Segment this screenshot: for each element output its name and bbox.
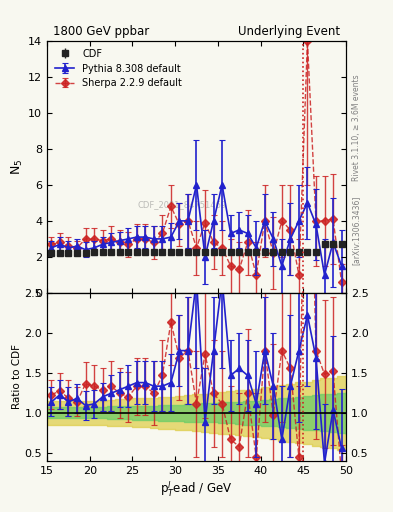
X-axis label: p$_T^l$ead / GeV: p$_T^l$ead / GeV [160,480,233,499]
Text: Rivet 3.1.10, ≥ 3.6M events: Rivet 3.1.10, ≥ 3.6M events [352,75,361,181]
Y-axis label: N$_5$: N$_5$ [10,159,26,175]
Y-axis label: Ratio to CDF: Ratio to CDF [12,345,22,409]
Text: Underlying Event: Underlying Event [238,26,340,38]
Text: 1800 GeV ppbar: 1800 GeV ppbar [53,26,149,38]
Text: CDF_2001_84751469: CDF_2001_84751469 [137,200,226,209]
Text: [arXiv:1306.3436]: [arXiv:1306.3436] [352,196,361,265]
Legend: CDF, Pythia 8.308 default, Sherpa 2.2.9 default: CDF, Pythia 8.308 default, Sherpa 2.2.9 … [52,46,185,91]
